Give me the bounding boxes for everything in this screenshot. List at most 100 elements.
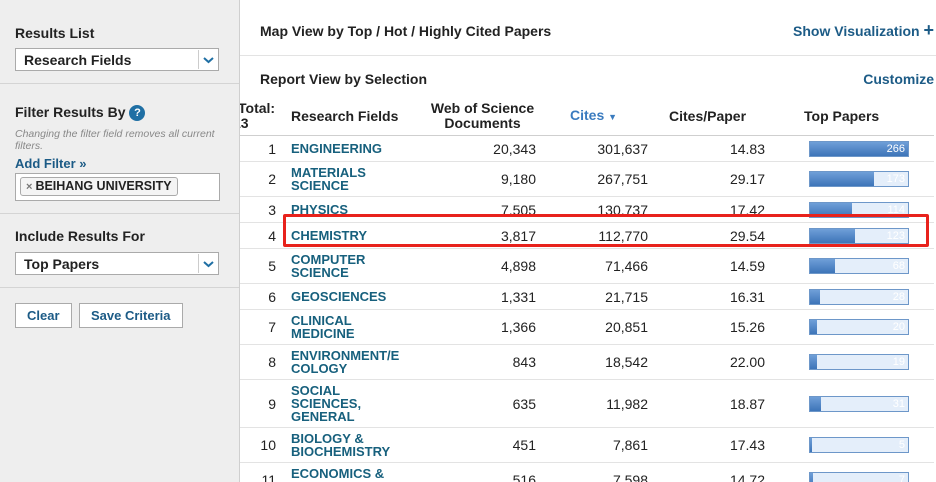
- top-papers-bar[interactable]: 114: [809, 201, 909, 218]
- include-select[interactable]: Top Papers: [15, 252, 219, 275]
- research-field-link[interactable]: ENGINEERING: [288, 135, 420, 162]
- filter-section: Filter Results By? Changing the filter f…: [0, 84, 239, 214]
- highlight-box: [283, 214, 929, 247]
- top-papers-bar[interactable]: 173: [809, 171, 909, 187]
- rank: 1: [240, 135, 288, 162]
- top-papers-bar[interactable]: 28: [809, 288, 909, 305]
- documents: 1,331: [420, 283, 545, 310]
- bar-fill: [810, 141, 908, 156]
- cites-per-paper: 14.59: [657, 248, 774, 284]
- cites: 301,637: [545, 135, 657, 162]
- documents: 1,366: [420, 309, 545, 345]
- bar-label: 114: [887, 203, 905, 216]
- top-papers-cell: 114: [774, 196, 934, 223]
- bar-fill: [810, 473, 813, 482]
- bar-label: 5: [898, 439, 905, 451]
- column-header[interactable]: Cites/Paper: [657, 97, 774, 136]
- top-papers-bar[interactable]: 68: [809, 258, 909, 274]
- top-papers-cell: 7: [774, 462, 934, 482]
- cites: 20,851: [545, 309, 657, 345]
- clear-button[interactable]: Clear: [15, 303, 72, 328]
- bar-fill: [810, 355, 817, 369]
- research-field-link[interactable]: COMPUTER SCIENCE: [288, 248, 420, 284]
- column-header[interactable]: Top Papers: [774, 97, 934, 136]
- bar-label: 173: [886, 173, 905, 185]
- results-table: Total:13 Research Fields Web of Science …: [240, 97, 934, 482]
- top-papers-bar[interactable]: 123: [809, 227, 909, 244]
- rank: 8: [240, 344, 288, 380]
- top-papers-bar[interactable]: 7: [809, 472, 909, 482]
- table-row: 3 PHYSICS 7,505 130,737 17.42 114: [240, 196, 934, 223]
- rank: 9: [240, 379, 288, 428]
- research-field-link[interactable]: ENVIRONMENT/ECOLOGY: [288, 344, 420, 380]
- research-field-link[interactable]: GEOSCIENCES: [288, 283, 420, 310]
- top-papers-bar[interactable]: 19: [809, 354, 909, 370]
- documents: 451: [420, 427, 545, 463]
- research-field-link[interactable]: ECONOMICS & BUSINESS: [288, 462, 420, 482]
- rank: 11: [240, 462, 288, 482]
- header-row: Total:13 Research Fields Web of Science …: [240, 97, 934, 136]
- table-row: 1 ENGINEERING 20,343 301,637 14.83 266: [240, 135, 934, 162]
- cites: 11,982: [545, 379, 657, 428]
- cites-per-paper: 14.83: [657, 135, 774, 162]
- cites: 7,861: [545, 427, 657, 463]
- top-papers-bar[interactable]: 20: [809, 319, 909, 335]
- documents: 9,180: [420, 161, 545, 197]
- top-papers-cell: 5: [774, 427, 934, 463]
- research-field-link[interactable]: PHYSICS: [288, 196, 420, 223]
- documents: 4,898: [420, 248, 545, 284]
- cites: 130,737: [545, 196, 657, 223]
- table-row: 6 GEOSCIENCES 1,331 21,715 16.31 28: [240, 283, 934, 310]
- save-criteria-button[interactable]: Save Criteria: [79, 303, 183, 328]
- filter-tag[interactable]: × BEIHANG UNIVERSITY: [20, 177, 178, 196]
- link-text: Show Visualization: [793, 23, 920, 39]
- column-header[interactable]: Cites ▼: [545, 97, 657, 136]
- filter-heading-text: Filter Results By: [15, 104, 126, 120]
- bar-label: 123: [886, 229, 905, 242]
- column-header[interactable]: Web of Science Documents: [420, 97, 545, 136]
- bar-fill: [810, 172, 874, 186]
- bar-label: 7: [898, 474, 905, 482]
- cites: 21,715: [545, 283, 657, 310]
- documents: 843: [420, 344, 545, 380]
- cites: 7,598: [545, 462, 657, 482]
- rank: 10: [240, 427, 288, 463]
- research-field-link[interactable]: BIOLOGY & BIOCHEMISTRY: [288, 427, 420, 463]
- top-papers-bar[interactable]: 5: [809, 437, 909, 453]
- bar-fill: [810, 438, 812, 452]
- top-papers-cell: 68: [774, 248, 934, 284]
- rank: 3: [240, 196, 288, 223]
- column-header[interactable]: Research Fields: [288, 97, 420, 136]
- top-papers-cell: 20: [774, 309, 934, 345]
- filter-heading: Filter Results By?: [15, 104, 146, 121]
- cites-per-paper: 17.43: [657, 427, 774, 463]
- research-field-link[interactable]: SOCIAL SCIENCES, GENERAL: [288, 379, 420, 428]
- research-field-link[interactable]: CLINICAL MEDICINE: [288, 309, 420, 345]
- cites: 18,542: [545, 344, 657, 380]
- results-list-select[interactable]: Research Fields: [15, 48, 219, 71]
- documents: 635: [420, 379, 545, 428]
- bar-label: 31: [892, 397, 905, 410]
- main-panel: Map View by Top / Hot / Highly Cited Pap…: [240, 0, 936, 482]
- table-row: 5 COMPUTER SCIENCE 4,898 71,466 14.59 68: [240, 248, 934, 284]
- help-icon[interactable]: ?: [129, 105, 146, 121]
- filter-box: × BEIHANG UNIVERSITY: [15, 173, 220, 201]
- customize-link[interactable]: Customize: [863, 71, 934, 87]
- chevron: [198, 50, 217, 69]
- show-visualization-link[interactable]: Show Visualization +: [793, 20, 934, 40]
- top-papers-cell: 173: [774, 161, 934, 197]
- total-header: Total:13: [240, 97, 288, 136]
- total-value: 13: [240, 115, 249, 131]
- bar-fill: [810, 202, 852, 217]
- add-filter-link[interactable]: Add Filter »: [15, 156, 87, 171]
- top-papers-bar[interactable]: 266: [809, 140, 909, 157]
- report-view-title: Report View by Selection: [260, 71, 428, 87]
- bar-label: 28: [892, 290, 905, 303]
- cites-per-paper: 29.17: [657, 161, 774, 197]
- results-list-label: Results List: [15, 25, 95, 41]
- top-papers-bar[interactable]: 31: [809, 395, 909, 412]
- bar-label: 20: [892, 321, 905, 333]
- research-field-link[interactable]: MATERIALS SCIENCE: [288, 161, 420, 197]
- cites-per-paper: 14.72: [657, 462, 774, 482]
